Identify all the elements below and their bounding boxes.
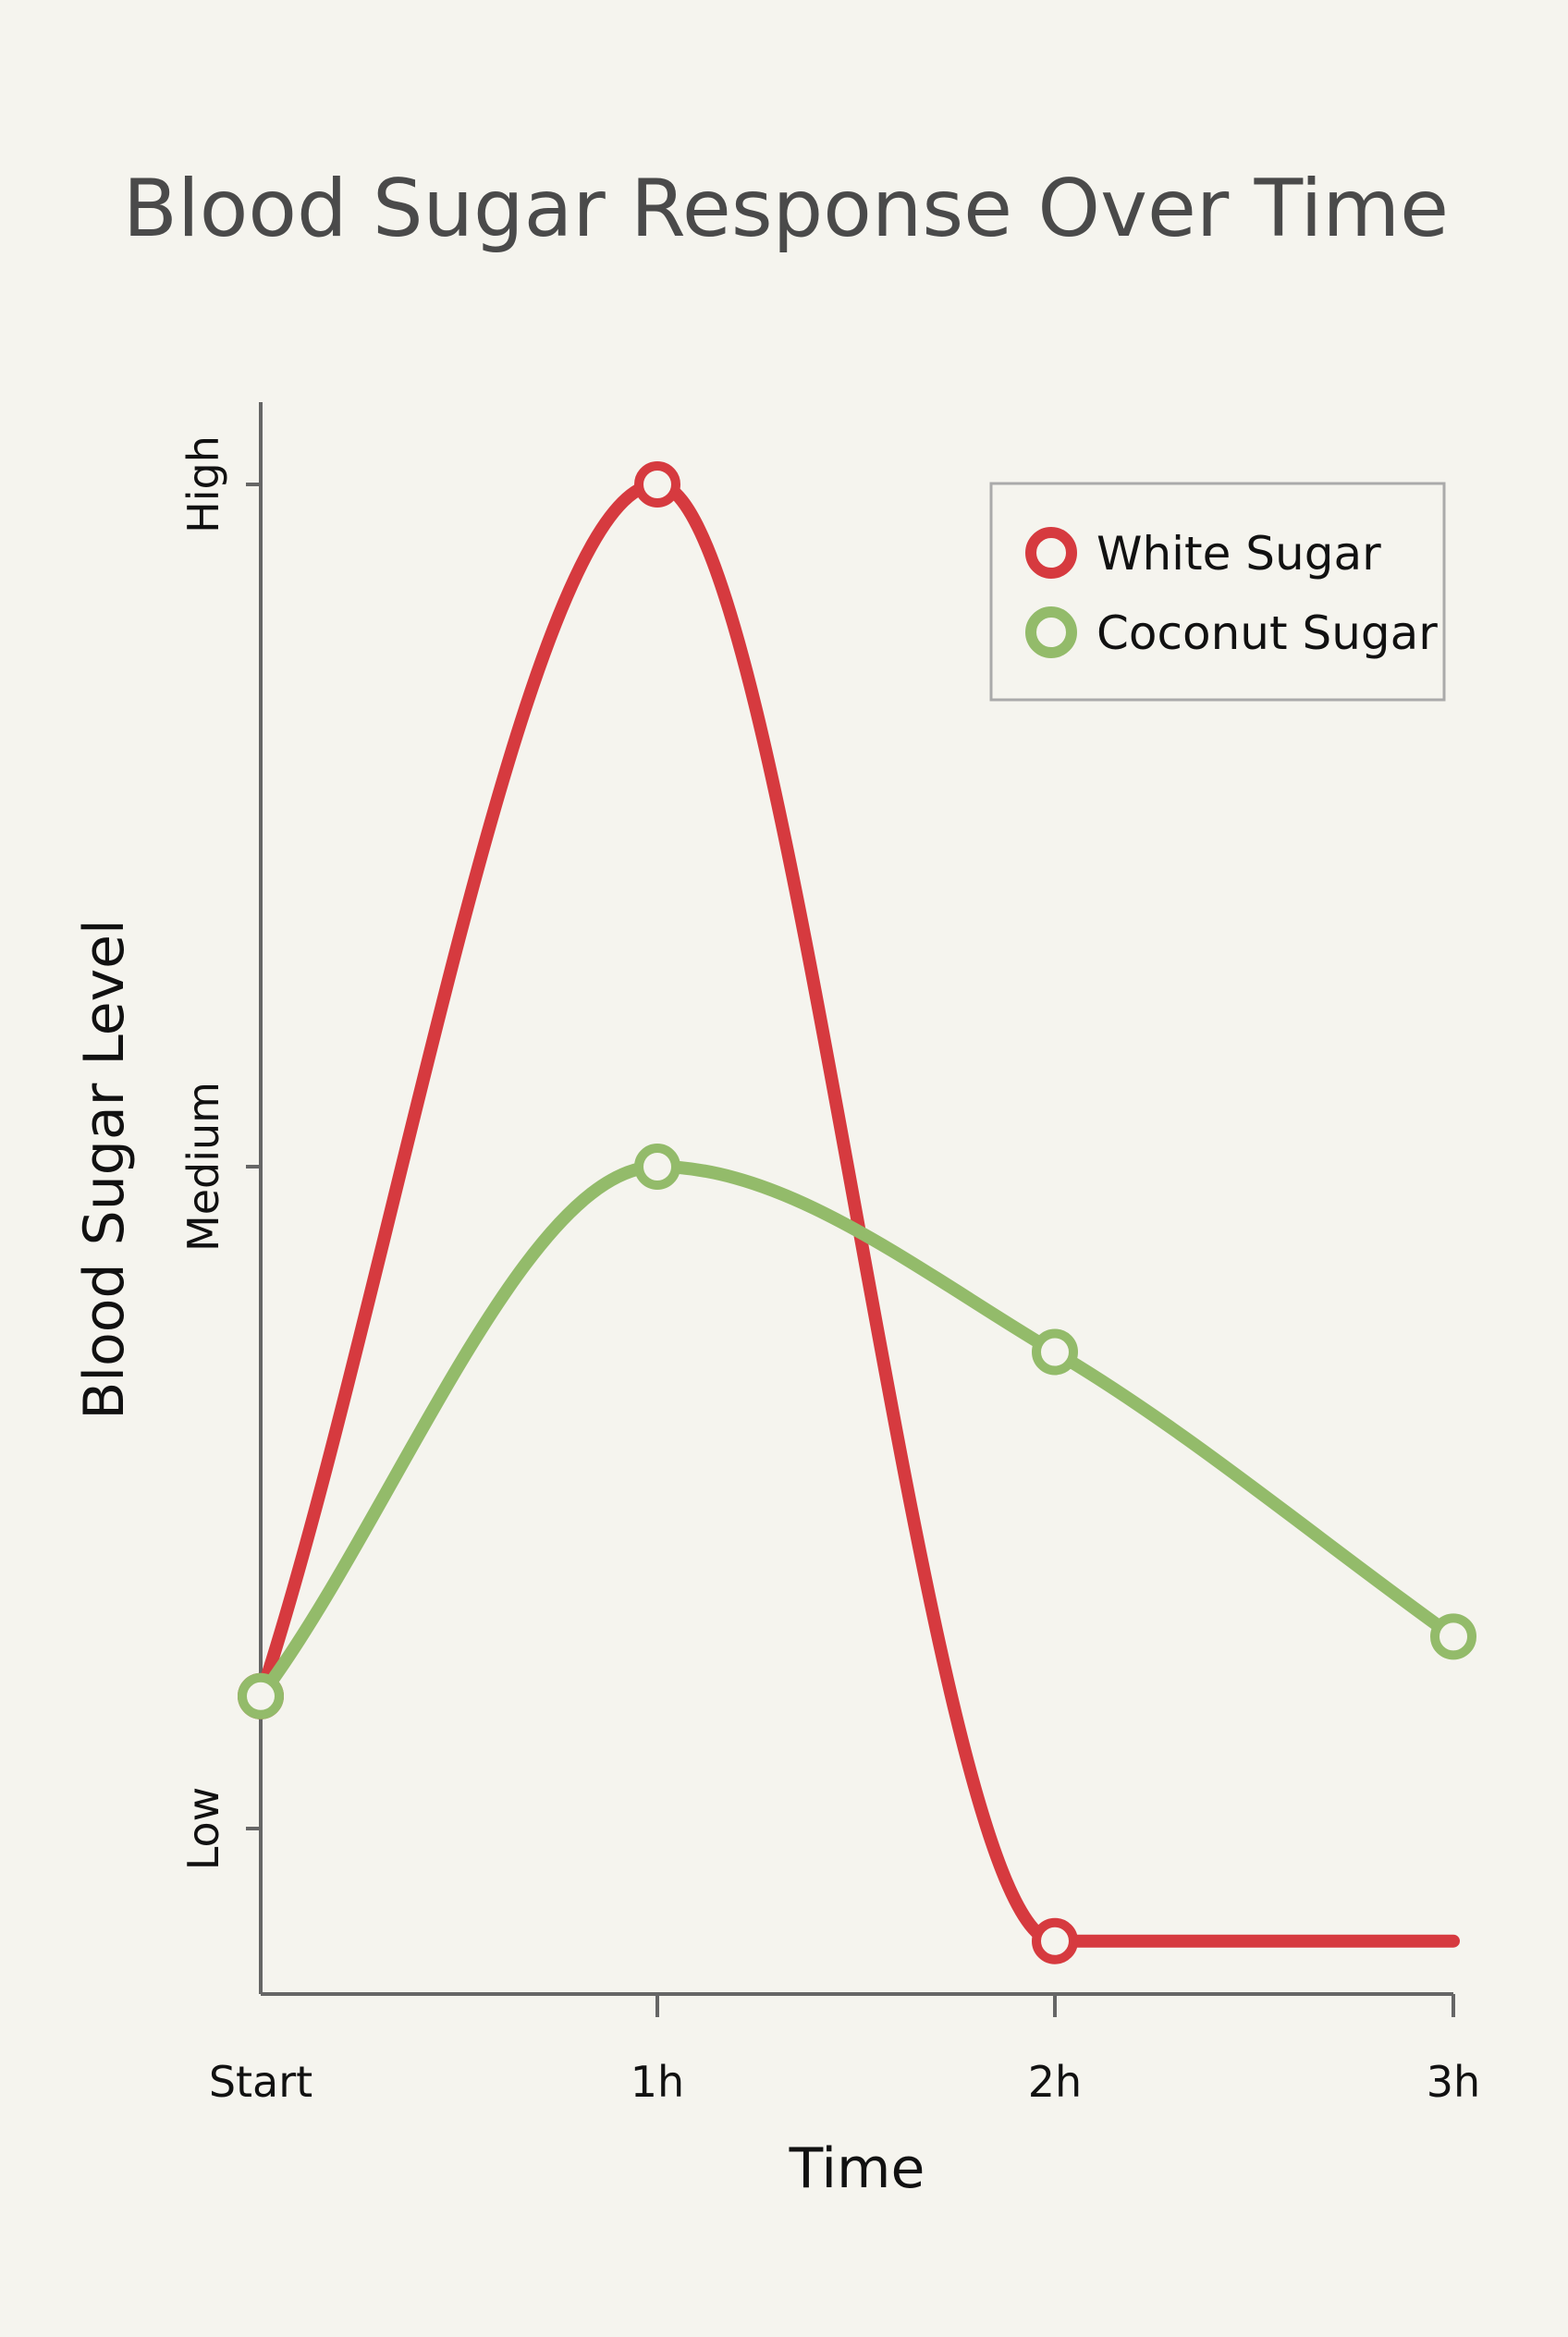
legend-label-white-sugar: White Sugar: [1096, 527, 1381, 581]
x-tick-label: 1h: [631, 2057, 684, 2107]
legend-box: [989, 482, 1446, 702]
chart-title: Blood Sugar Response Over Time: [123, 163, 1449, 255]
y-tick-label: Low: [178, 1787, 228, 1871]
point-white-sugar-1h: [634, 461, 680, 508]
legend-marker-coconut-sugar: [1025, 606, 1077, 658]
series-white-sugar: [238, 461, 1460, 1964]
point-coconut-sugar-3h: [1430, 1613, 1476, 1660]
x-tick-label: 2h: [1028, 2057, 1082, 2107]
point-coconut-sugar-1h: [634, 1144, 680, 1190]
x-tick-label: 3h: [1427, 2057, 1480, 2107]
series-coconut-sugar: [238, 1144, 1476, 1719]
y-tick-label: Medium: [178, 1082, 228, 1252]
point-coconut-sugar-start: [238, 1672, 284, 1719]
legend: White Sugar Coconut Sugar: [989, 482, 1446, 702]
legend-marker-white-sugar: [1025, 527, 1077, 579]
legend-label-coconut-sugar: Coconut Sugar: [1096, 606, 1438, 660]
x-tick-label: Start: [209, 2057, 312, 2107]
line-coconut-sugar: [254, 1159, 1460, 1703]
point-white-sugar-2h: [1032, 1917, 1078, 1964]
y-tick-label: High: [178, 435, 228, 533]
line-white-sugar: [254, 477, 1460, 1948]
y-axis-label: Blood Sugar Level: [72, 919, 137, 1420]
point-coconut-sugar-2h: [1032, 1328, 1078, 1376]
x-axis-label: Time: [789, 2136, 925, 2201]
